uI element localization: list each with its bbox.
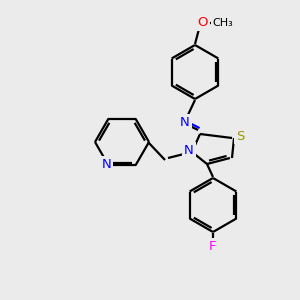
Text: CH₃: CH₃ <box>213 18 233 28</box>
Text: N: N <box>184 143 194 157</box>
Text: O: O <box>198 16 208 29</box>
Text: S: S <box>236 130 244 142</box>
Text: N: N <box>180 116 190 128</box>
Text: N: N <box>102 158 111 171</box>
Text: F: F <box>209 239 217 253</box>
